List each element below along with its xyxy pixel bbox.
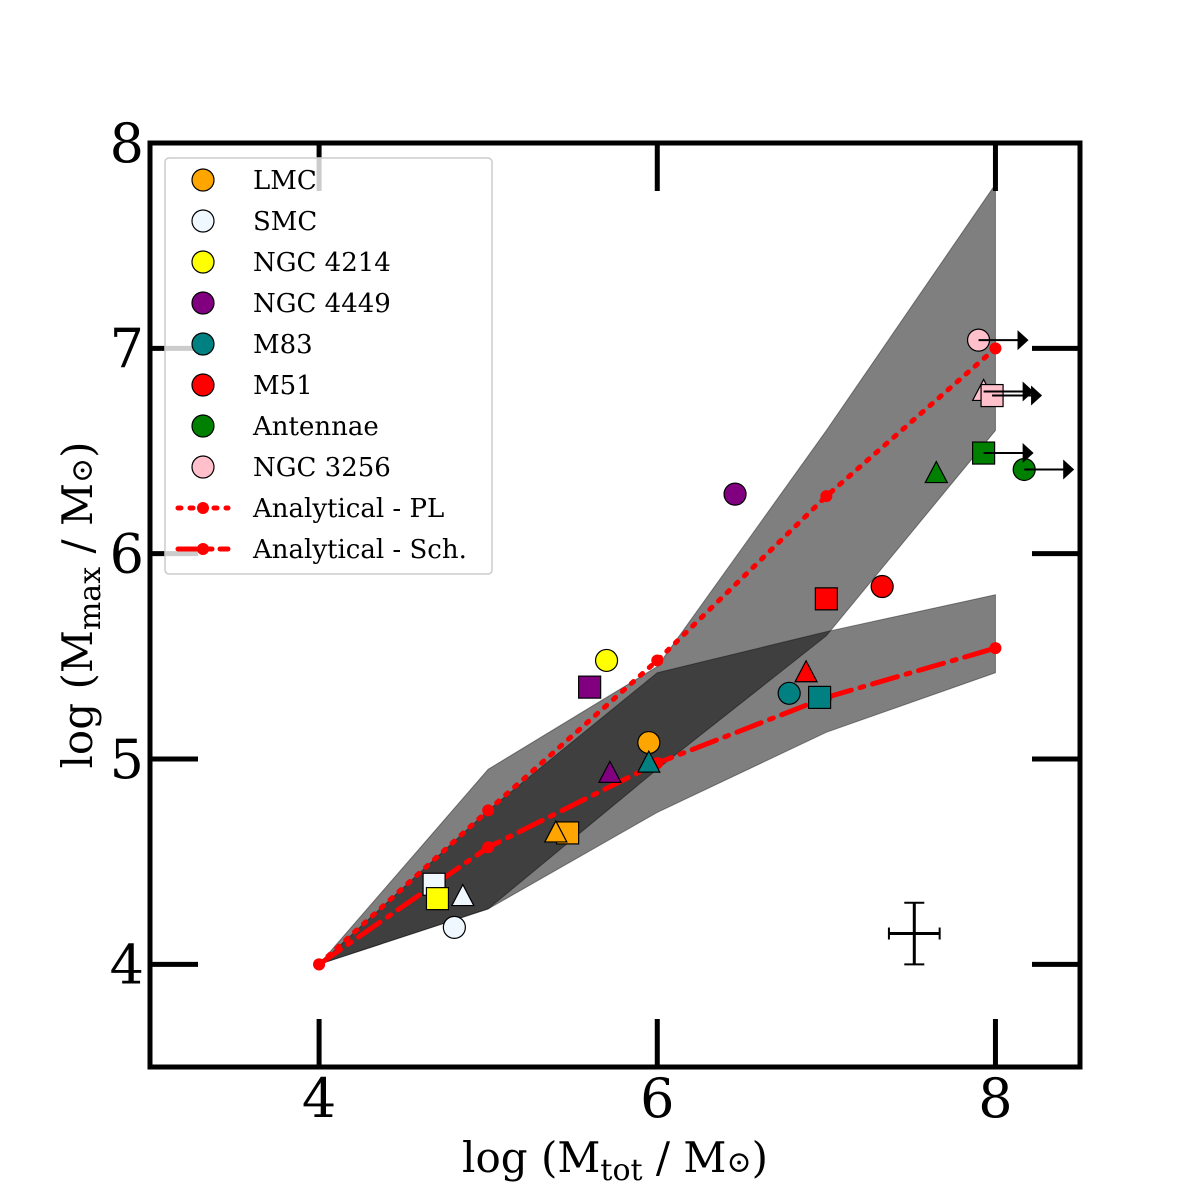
point-m83-triangle [636,749,661,773]
point-m83-circle [777,681,801,705]
limit-arrow-head [1031,385,1043,406]
legend-marker [191,250,215,274]
lower-limit-arrows [978,330,1075,480]
limit-arrow-head [1017,330,1029,351]
legend-label: NGC 3256 [253,453,391,483]
point-ngc-4214-circle [594,648,619,673]
axis-title-part: tot [600,1153,642,1188]
axis-title-part: ) [752,1133,768,1182]
legend-item-smc: SMC [191,207,317,237]
legend-item-ngc-3256: NGC 3256 [191,453,391,483]
legend: LMC SMC NGC 4214 NGC 4449 M83 M51 Antennae NGC … [164,157,493,575]
legend-marker [191,332,215,356]
limit-arrow-head [1063,459,1075,480]
line-node-analytical-pl [482,804,495,817]
axis-title-part: ⊙ [726,1145,751,1180]
legend-marker [191,291,215,315]
legend-item-ngc-4214: NGC 4214 [191,248,391,278]
axes-frame [147,140,1083,1070]
point-ngc-4449-circle [723,482,747,506]
legend-label: Analytical - PL [252,494,444,524]
legend-label: M83 [253,330,313,360]
legend-marker [191,455,215,479]
line-node-analytical-sch [313,958,326,971]
legend-item-ngc-4449: NGC 4449 [191,289,391,319]
legend-label: SMC [253,207,317,237]
y-tick-label: 8 [110,112,144,175]
y-tick-label: 7 [110,317,144,380]
y-tick-label: 6 [110,523,144,586]
legend-marker [191,373,215,397]
legend-marker [191,168,215,192]
legend-item-antennae: Antennae [191,412,379,442]
axis-title-part: / M [53,483,102,567]
point-ngc-4449-square [578,675,602,699]
line-node-analytical-sch [989,642,1002,655]
legend-item-m51: M51 [191,371,313,401]
legend-marker [191,414,215,438]
legend-line-marker [197,502,209,514]
legend-item-m83: M83 [191,330,313,360]
legend-marker [191,209,215,233]
y-axis-title: log (Mmax / M⊙) [53,441,108,768]
point-m51-triangle [794,659,819,683]
legend-label: LMC [253,166,317,196]
axis-title-part: / M [643,1133,727,1182]
legend-line-marker [197,543,209,555]
limit-arrow-head [1022,443,1034,464]
point-smc-triangle [450,883,475,907]
x-tick-label: 8 [978,1067,1012,1130]
legend-item-lmc: LMC [191,166,317,196]
point-m83-square [807,685,832,710]
axes-border [147,140,1083,1070]
point-ngc-4449-triangle [597,760,622,783]
axis-title-part: log (M [53,630,102,768]
point-m51-square [814,587,838,611]
legend-box [164,157,493,575]
line-node-analytical-pl [651,654,664,667]
legend-item-analytical-pl: Analytical - PL [175,494,444,524]
axis-title-part: ) [53,441,102,457]
legend-label: NGC 4449 [253,289,391,319]
axis-title-part: max [73,567,108,630]
line-node-analytical-pl [989,342,1002,355]
legend-label: Antennae [252,412,379,442]
legend-label: NGC 4214 [253,248,391,278]
line-node-analytical-sch [482,841,495,854]
x-tick-label: 6 [640,1067,674,1130]
point-smc-circle [442,915,466,939]
error-cross [887,901,941,966]
point-ngc-4214-square [425,887,450,911]
x-axis-title: log (Mtot / M⊙) [462,1133,768,1188]
x-tick-label: 4 [302,1067,336,1130]
tick-marks [150,140,1080,1067]
point-lmc-triangle [543,819,568,843]
y-tick-label: 4 [110,933,144,996]
tick-labels: 4 6 8 4 5 6 7 8 [110,112,1013,1130]
legend-label: Analytical - Sch. [252,535,467,565]
axis-title-part: ⊙ [65,458,100,483]
legend-item-analytical-sch: Analytical - Sch. [175,535,467,565]
legend-label: M51 [253,371,313,401]
line-node-analytical-pl [820,490,833,503]
axis-title-part: log (M [462,1133,600,1182]
point-antennae-triangle [924,460,949,484]
point-m51-circle [870,574,894,599]
y-tick-label: 5 [110,728,144,791]
